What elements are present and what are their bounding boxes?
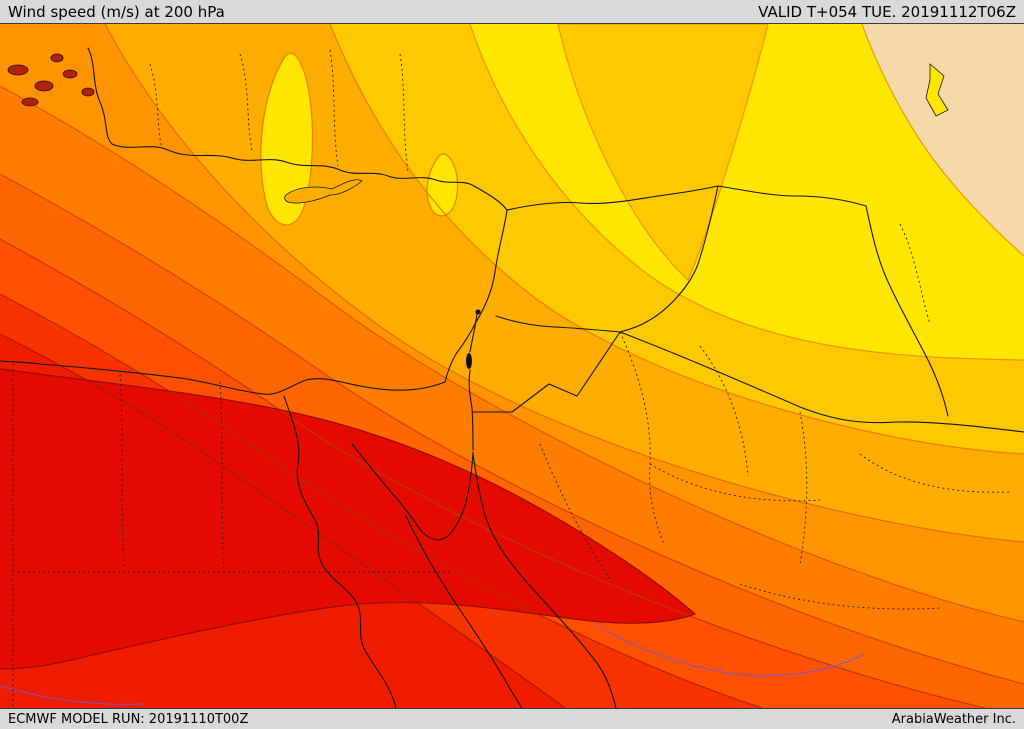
red-sea-west-coast xyxy=(405,515,523,708)
model-run-label: ECMWF MODEL RUN: 20191110T00Z xyxy=(8,711,249,727)
gulf-of-suez-sinai-aqaba xyxy=(351,443,474,541)
aegean-island xyxy=(50,53,64,63)
aegean-island xyxy=(21,97,39,107)
isoline-4 xyxy=(104,24,1024,543)
mediterranean-coastline xyxy=(0,47,508,395)
isoline-5 xyxy=(0,85,1024,623)
admin-boundary xyxy=(149,63,163,149)
map-title: Wind speed (m/s) at 200 hPa xyxy=(8,2,225,21)
jordan-rift-border xyxy=(468,313,478,451)
admin-boundary xyxy=(399,53,409,173)
country-borders xyxy=(0,47,1024,708)
gold-tongue-blob xyxy=(557,24,769,282)
admin-boundary xyxy=(899,223,931,325)
map-area xyxy=(0,24,1024,708)
weather-map xyxy=(0,24,1024,708)
credit-label: ArabiaWeather Inc. xyxy=(891,711,1016,727)
jordan-saudi-border xyxy=(472,331,621,413)
admin-boundary xyxy=(329,49,339,167)
isoline-2 xyxy=(469,24,1024,361)
red-sea-east-coast xyxy=(472,453,617,708)
sea-of-galilee xyxy=(475,309,481,315)
isoline-6 xyxy=(0,173,1024,685)
isoline-8 xyxy=(0,293,763,708)
contour-isolines xyxy=(0,24,1024,708)
nile-river xyxy=(283,395,397,708)
local-min-blob-small xyxy=(426,153,459,217)
admin-boundary xyxy=(619,331,665,545)
lake-van xyxy=(925,63,949,117)
isoline-7 xyxy=(0,238,986,708)
isoline-10-jet-core xyxy=(0,368,697,670)
admin-boundary xyxy=(799,411,808,565)
aegean-island xyxy=(34,80,54,92)
islands-and-lakes xyxy=(7,53,949,369)
secondary-isoline-2 xyxy=(0,685,145,705)
aegean-island xyxy=(81,87,95,97)
local-min-blob-turkey xyxy=(260,52,313,226)
saudi-iraq-border xyxy=(619,331,1024,433)
iraq-iran-border xyxy=(865,205,949,417)
isoline-9 xyxy=(0,333,566,708)
secondary-isoline-1 xyxy=(597,625,865,677)
contour-bands xyxy=(0,24,1024,708)
syria-jordan-border xyxy=(495,315,621,333)
admin-boundary xyxy=(119,373,125,569)
dead-sea xyxy=(466,353,472,369)
syria-iraq-border xyxy=(619,185,719,333)
admin-boundary xyxy=(649,463,821,502)
aegean-island xyxy=(62,69,78,79)
aegean-island xyxy=(7,64,29,76)
admin-boundary xyxy=(699,345,749,477)
cyprus-island xyxy=(284,179,363,204)
admin-boundaries xyxy=(12,49,1011,708)
isoline-3 xyxy=(329,24,1024,455)
valid-time-label: VALID T+054 TUE. 20191112T06Z xyxy=(758,2,1016,21)
status-bar: ECMWF MODEL RUN: 20191110T00Z ArabiaWeat… xyxy=(0,708,1024,729)
band-fill-10-jet-core xyxy=(0,369,695,669)
turkey-syria-iraq-border xyxy=(506,185,867,211)
title-bar: Wind speed (m/s) at 200 hPa VALID T+054 … xyxy=(0,0,1024,24)
isoline-1 xyxy=(861,24,1024,257)
admin-boundary xyxy=(739,583,941,610)
